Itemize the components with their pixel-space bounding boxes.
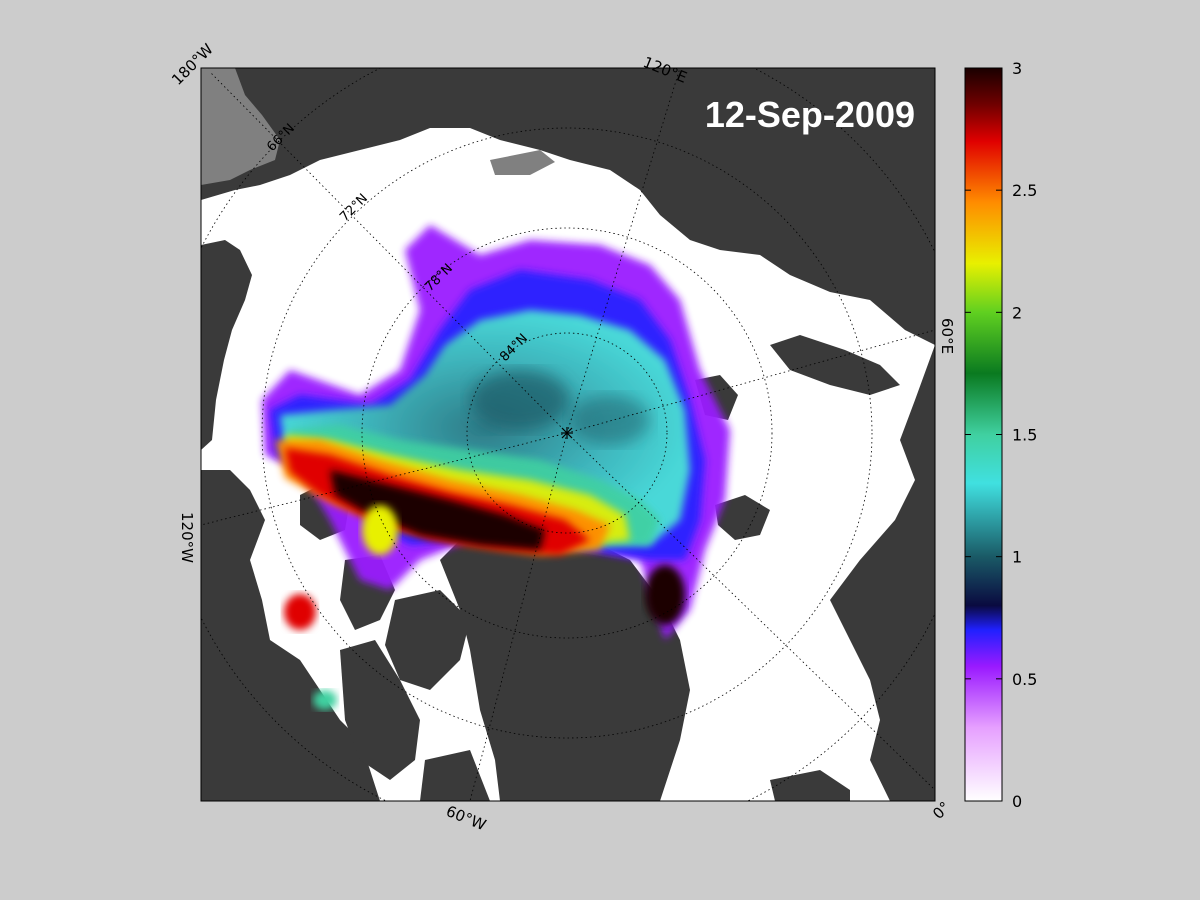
svalbard-landmass bbox=[715, 495, 770, 540]
land-masses bbox=[201, 68, 935, 801]
alaska-landmass bbox=[201, 240, 252, 450]
colorbar-tick-label: 2 bbox=[1012, 303, 1022, 322]
colorbar-tick-label: 1 bbox=[1012, 548, 1022, 567]
ice-shelf-patch bbox=[490, 150, 555, 175]
north-pole-asterisk bbox=[561, 427, 573, 439]
ice-pocket bbox=[645, 565, 685, 625]
ice-pocket bbox=[284, 594, 316, 630]
arctic-island bbox=[340, 640, 420, 780]
greenland-landmass bbox=[440, 520, 690, 801]
sea-ice-field bbox=[262, 225, 730, 710]
colorbar-tick-label: 0.5 bbox=[1012, 670, 1037, 689]
lon-label-0: 0° bbox=[929, 798, 954, 823]
lon-label-120w: 120°W bbox=[178, 512, 196, 563]
siberia-landmass bbox=[201, 68, 935, 345]
arctic-island bbox=[420, 750, 490, 801]
scandinavia-landmass bbox=[830, 345, 935, 801]
colorbar-tick-label: 2.5 bbox=[1012, 181, 1037, 200]
ice-pocket bbox=[313, 690, 337, 710]
iceland bbox=[770, 770, 850, 801]
graticule bbox=[201, 68, 935, 801]
lon-label-60w: 60°W bbox=[444, 802, 489, 834]
ice-interior-patch bbox=[470, 370, 570, 430]
colorbar-tick-label: 0 bbox=[1012, 792, 1022, 811]
ice-shelf-patch bbox=[201, 68, 280, 185]
ice-interior-patch bbox=[570, 395, 650, 445]
colorbar-ticks: 0 0.5 1 1.5 2 2.5 3 bbox=[965, 59, 1037, 811]
map-frame bbox=[200, 67, 936, 802]
arctic-island bbox=[385, 590, 470, 690]
canada-landmass bbox=[201, 470, 380, 801]
novaya-zemlya bbox=[770, 335, 900, 395]
colorbar-tick-label: 1.5 bbox=[1012, 426, 1037, 445]
date-label: 12-Sep-2009 bbox=[705, 94, 915, 135]
map-panel: 66°N 72°N 78°N 84°N 12-Sep-2009 bbox=[200, 67, 936, 802]
colorbar-gradient bbox=[965, 68, 1002, 801]
thickest-ice bbox=[330, 470, 545, 550]
colorbar: 0 0.5 1 1.5 2 2.5 3 bbox=[964, 59, 1037, 811]
ice-pocket bbox=[362, 505, 398, 555]
colorbar-tick-label: 3 bbox=[1012, 59, 1022, 78]
lon-label-60e: 60°E bbox=[938, 318, 956, 354]
